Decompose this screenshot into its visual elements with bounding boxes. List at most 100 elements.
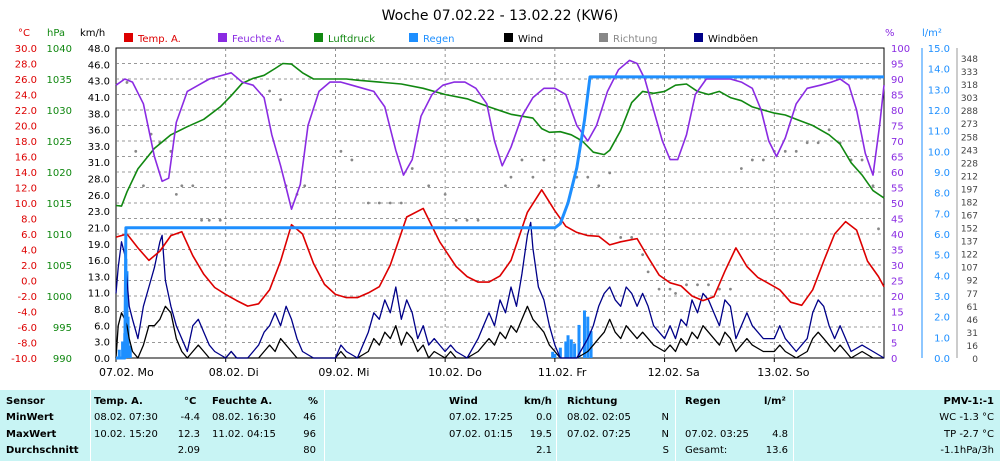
rain-bar [121, 341, 125, 358]
legend-swatch-dir [599, 33, 608, 42]
dir-tick-label: 182 [961, 198, 978, 208]
direction-point [860, 158, 864, 162]
hum-tick-label: 85 [891, 91, 904, 102]
direction-point [134, 149, 138, 153]
dir-tick-label: 348 [961, 55, 978, 65]
dir-tick-label: 46 [967, 316, 979, 326]
wind-tick-label: 33.0 [88, 142, 110, 153]
wind-tick-label: 28.0 [88, 175, 110, 186]
dir-tick-label: 258 [961, 133, 978, 143]
hum-tick-label: 90 [891, 75, 904, 86]
temp-tick-label: 6.0 [21, 230, 37, 241]
hum-tick-label: 10 [891, 323, 904, 334]
direction-point [871, 184, 875, 188]
dir-tick-label: 303 [961, 94, 978, 104]
direction-point [303, 184, 307, 188]
direction-point [377, 201, 381, 205]
direction-point [142, 184, 145, 188]
dir-tick-label: 333 [961, 68, 978, 78]
direction-point [504, 184, 507, 188]
rain-bar [564, 341, 568, 358]
rain-tick-label: 4.0 [934, 271, 950, 282]
direction-point [646, 270, 650, 274]
direction-point [794, 149, 798, 153]
rain-bar [582, 310, 586, 358]
hum-avg-val: 80 [303, 445, 316, 456]
gust-series-line [115, 221, 885, 359]
hum-tick-label: 20 [891, 292, 904, 303]
rain-tick-label: 1.0 [934, 333, 950, 344]
direction-point [739, 167, 743, 170]
rain-tick-label: 11.0 [928, 127, 950, 138]
rain-axis-unit: l/m² [922, 28, 942, 39]
direction-point [279, 98, 282, 102]
dir-tick-label: 197 [961, 185, 978, 195]
direction-point [509, 175, 513, 179]
pressure-series-line [115, 62, 885, 207]
wind-tick-label: 8.0 [94, 305, 110, 316]
rain-bar [558, 347, 562, 358]
hum-header: Feuchte A. [212, 396, 273, 407]
wind-tick-label: 6.0 [94, 321, 110, 332]
rain-tick-label: 13.0 [928, 85, 950, 96]
direction-point [366, 201, 370, 205]
press-axis-unit: hPa [47, 28, 65, 39]
rain-tick-label: 3.0 [934, 292, 950, 303]
dir-tick-label: 288 [961, 107, 978, 117]
hum-tick-label: 70 [891, 137, 904, 148]
direction-point [750, 158, 754, 162]
legend-label-temp: Temp. A. [137, 34, 181, 45]
legend-swatch-gust [694, 33, 703, 42]
rain-bar [128, 345, 132, 358]
rain-bar [569, 339, 573, 358]
hum-tick-label: 80 [891, 106, 904, 117]
wind-tick-label: 0.0 [94, 354, 110, 365]
press-tick-label: 1005 [47, 261, 72, 272]
statistics-panel: Sensor MinWert MaxWert Durchschnitt Temp… [0, 390, 1000, 461]
rain-tick-label: 10.0 [928, 147, 950, 158]
direction-point [761, 158, 765, 162]
hum-unit: % [308, 396, 319, 407]
dir-tick-label: 61 [967, 303, 978, 313]
dir-tick-label: 243 [961, 146, 978, 156]
direction-point [877, 227, 880, 231]
wind-series-line [115, 305, 884, 359]
rain-unit: l/m² [764, 396, 786, 407]
wind-header: Wind [449, 396, 478, 407]
maxwert-label: MaxWert [6, 429, 57, 440]
press-tick-label: 1015 [47, 199, 72, 210]
temp-tick-label: 18.0 [15, 137, 37, 148]
legend-label-wind: Wind [518, 34, 543, 45]
direction-point [200, 218, 203, 222]
dir-tick-label: 16 [967, 342, 979, 352]
pmv-dewpoint: TP -2.7 °C [944, 429, 994, 440]
direction-point [388, 201, 392, 205]
x-tick-label: 08.02. Di [209, 366, 259, 379]
hum-tick-label: 45 [891, 215, 904, 226]
temp-tick-label: -8.0 [17, 339, 37, 350]
direction-point [718, 287, 721, 291]
hum-axis-unit: % [885, 28, 895, 39]
direction-point [268, 89, 271, 93]
direction-point [674, 292, 677, 295]
direction-point [586, 175, 590, 179]
pmv-pressure-trend: -1.1hPa/3h [940, 445, 994, 456]
temp-header: Temp. A. [94, 396, 143, 407]
temp-axis-unit: °C [18, 28, 30, 39]
wind-max-time: 07.02. 01:15 [449, 429, 513, 440]
dir-tick-label: 77 [967, 290, 978, 300]
rain-tick-label: 2.0 [934, 313, 950, 324]
rain-bar [573, 343, 577, 358]
direction-point [174, 192, 178, 196]
direction-point [619, 236, 623, 239]
rain-total-label: Gesamt: [685, 445, 728, 456]
direction-point [125, 81, 129, 84]
temperature-series-line [115, 189, 885, 307]
wind-tick-label: 23.0 [88, 207, 110, 218]
rain-tick-label: 12.0 [928, 106, 950, 117]
wind-tick-label: 38.0 [88, 109, 110, 120]
hum-tick-label: 55 [891, 184, 904, 195]
direction-point [350, 158, 354, 162]
hum-min-time: 08.02. 16:30 [212, 412, 276, 423]
legend-swatch-rain [409, 33, 418, 42]
